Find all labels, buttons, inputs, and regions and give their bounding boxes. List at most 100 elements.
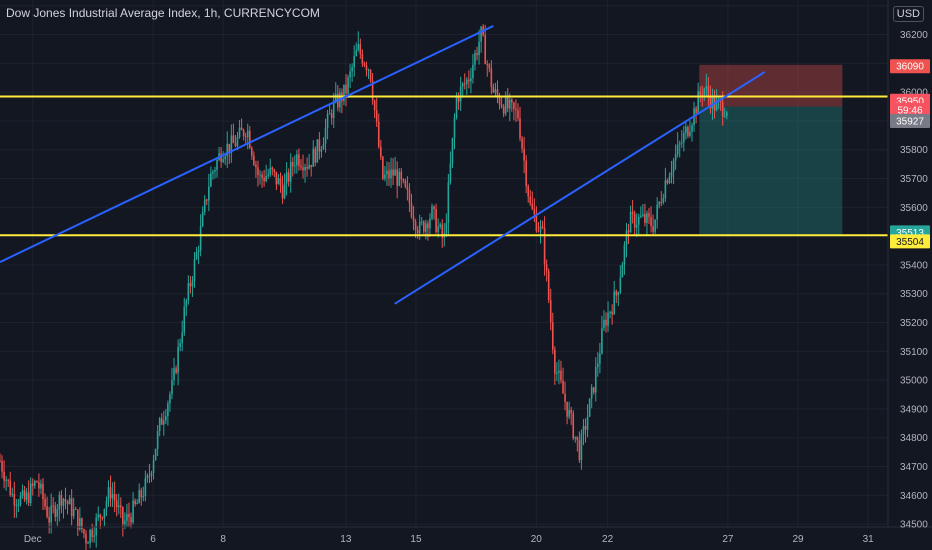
time-tick-label: 31 bbox=[863, 534, 875, 545]
candle-body bbox=[519, 118, 521, 139]
candle-body bbox=[210, 173, 212, 187]
candle-body bbox=[574, 436, 577, 439]
time-tick-label: 27 bbox=[722, 534, 734, 545]
candle-body bbox=[609, 311, 611, 313]
price-tick-label: 34700 bbox=[900, 462, 928, 473]
candle-body bbox=[418, 221, 421, 234]
candle-body bbox=[273, 169, 276, 172]
candle-body bbox=[683, 132, 685, 143]
candle-body bbox=[707, 86, 710, 96]
candle-body bbox=[490, 68, 493, 88]
candle-body bbox=[511, 99, 513, 103]
candle-body bbox=[87, 543, 89, 545]
candle-body bbox=[382, 156, 384, 179]
candle-body bbox=[416, 229, 419, 234]
candle-body bbox=[195, 252, 198, 259]
candle-body bbox=[560, 370, 562, 381]
candle-body bbox=[322, 143, 325, 150]
candle-body bbox=[451, 137, 454, 164]
candle-body bbox=[484, 35, 487, 65]
candle-body bbox=[680, 142, 683, 144]
candle-body bbox=[328, 113, 331, 115]
price-badge-label: 35513 bbox=[896, 228, 924, 239]
candle-body bbox=[296, 154, 298, 166]
candle-body bbox=[523, 148, 525, 161]
candle-body bbox=[504, 97, 507, 114]
candle-body bbox=[642, 214, 644, 216]
price-badge-label: 35927 bbox=[896, 116, 924, 127]
candle-body bbox=[375, 110, 378, 122]
price-badge bbox=[890, 234, 930, 249]
candle-body bbox=[494, 89, 497, 93]
candle-body bbox=[248, 130, 251, 149]
candle-body bbox=[453, 117, 456, 138]
candle-body bbox=[406, 186, 409, 191]
candle-body bbox=[259, 174, 261, 176]
candle-body bbox=[431, 206, 433, 219]
candle-body bbox=[496, 89, 499, 97]
candle-body bbox=[283, 183, 286, 199]
candle-body bbox=[234, 143, 237, 147]
candle-body bbox=[13, 493, 16, 506]
candle-body bbox=[414, 221, 417, 230]
candle-body bbox=[396, 169, 398, 186]
candle-body bbox=[533, 209, 536, 215]
candle-body bbox=[603, 319, 605, 329]
candle-body bbox=[654, 219, 656, 232]
candle-body bbox=[515, 108, 517, 111]
candle-body bbox=[367, 69, 370, 71]
candle-body bbox=[167, 403, 169, 417]
candle-body bbox=[314, 148, 317, 163]
candle-body bbox=[130, 517, 132, 523]
candle-body bbox=[470, 78, 472, 82]
horizontal-levels bbox=[0, 95, 888, 237]
price-badge-label: 35504 bbox=[896, 237, 924, 248]
candle-body bbox=[404, 180, 407, 187]
candle-body bbox=[529, 196, 532, 204]
candle-body bbox=[459, 86, 462, 102]
candle-body bbox=[115, 500, 118, 508]
candle-body bbox=[476, 53, 478, 56]
candle-body bbox=[279, 178, 282, 186]
candle-body bbox=[226, 143, 229, 157]
candle-body bbox=[89, 529, 91, 544]
candle-body bbox=[668, 176, 671, 184]
candle-body bbox=[564, 393, 566, 402]
price-axis[interactable]: 34500 34600 34700 34800 34900 35000 35100 35200… bbox=[900, 30, 928, 531]
time-axis[interactable]: Dec 6 8 13 15 20 22 27 29 31 bbox=[24, 534, 874, 545]
candle-body bbox=[513, 102, 515, 109]
candle-body bbox=[672, 160, 675, 172]
candle-body bbox=[117, 505, 120, 508]
candle-body bbox=[558, 370, 560, 373]
candle-body bbox=[410, 203, 413, 217]
candle-body bbox=[199, 226, 202, 251]
candle-body bbox=[521, 138, 523, 149]
candle-body bbox=[246, 130, 249, 138]
candle-body bbox=[251, 148, 253, 156]
candle-body bbox=[365, 65, 368, 71]
candle-body bbox=[189, 283, 192, 287]
candle-body bbox=[650, 217, 652, 227]
candle-body bbox=[7, 479, 9, 481]
candle-body bbox=[408, 190, 411, 204]
currency-button[interactable]: USD bbox=[892, 6, 924, 22]
trend-line bbox=[0, 25, 494, 263]
candle-body bbox=[629, 211, 632, 233]
candle-body bbox=[361, 53, 364, 64]
candle-body bbox=[244, 136, 247, 138]
time-tick-label: 6 bbox=[150, 534, 156, 545]
candle-body bbox=[113, 494, 116, 501]
candle-body bbox=[697, 91, 699, 114]
candle-body bbox=[165, 416, 167, 421]
candle-body bbox=[347, 77, 349, 94]
candle-body bbox=[726, 112, 728, 116]
candle-body bbox=[615, 291, 618, 296]
candle-body bbox=[582, 426, 585, 435]
candle-body bbox=[627, 230, 630, 233]
candle-body bbox=[525, 160, 527, 187]
candle-body bbox=[506, 97, 509, 109]
candle-body bbox=[545, 264, 548, 272]
candle-body bbox=[390, 169, 392, 179]
candle-body bbox=[302, 167, 304, 171]
